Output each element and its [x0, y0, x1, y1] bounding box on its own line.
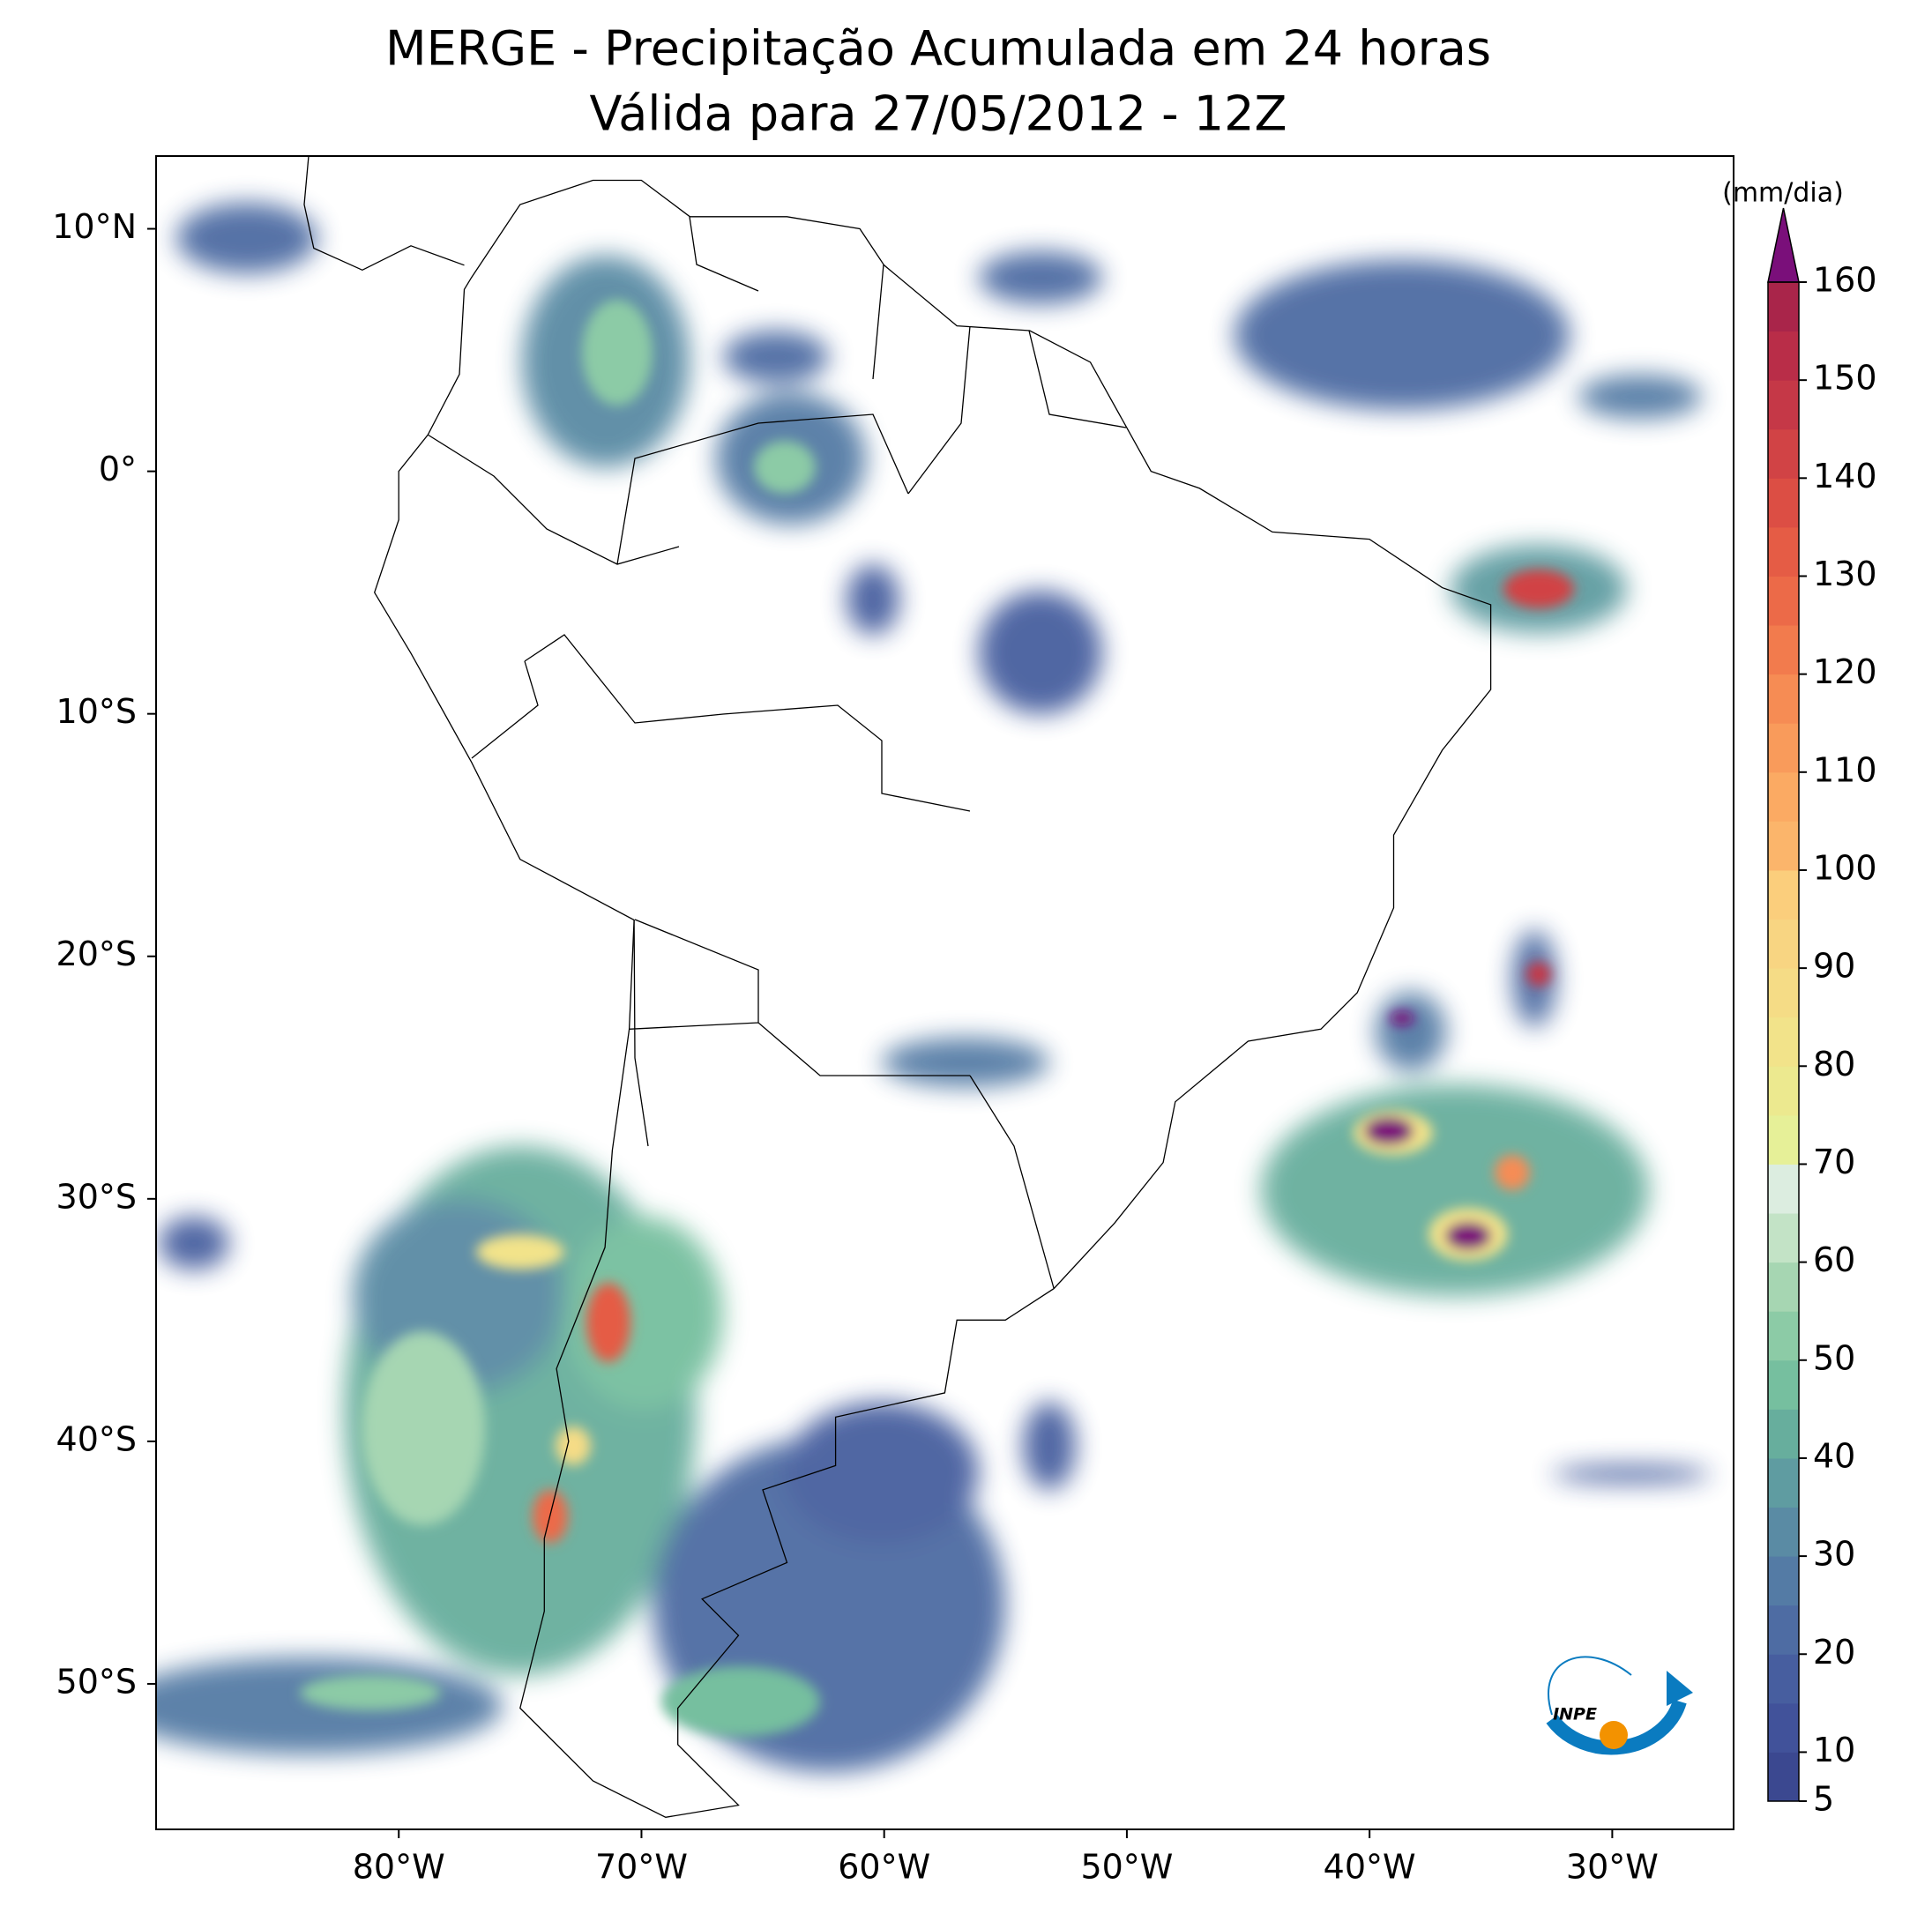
colorbar-tick-label: 150 — [1813, 359, 1877, 398]
colorbar-segment — [1768, 869, 1799, 920]
colorbar-tick-label: 100 — [1813, 848, 1877, 887]
colorbar-segment — [1768, 526, 1799, 577]
colorbar-segment — [1768, 919, 1799, 969]
continent-outline — [373, 179, 1492, 1818]
colorbar-segment — [1768, 1409, 1799, 1459]
y-tick-label: 10°S — [56, 692, 137, 731]
central-america — [303, 155, 465, 272]
logo-sun — [1600, 1721, 1628, 1749]
colorbar-segment — [1768, 723, 1799, 773]
colorbar-segment — [1768, 771, 1799, 822]
colorbar-segment — [1768, 625, 1799, 675]
map-subtitle: Válida para 27/05/2012 - 12Z — [590, 86, 1287, 142]
colorbar-segment — [1768, 428, 1799, 479]
colorbar-segment — [1768, 674, 1799, 724]
country-borders — [427, 216, 1127, 1289]
colorbar-segment — [1768, 1556, 1799, 1606]
inpe-logo: INPE — [1546, 1656, 1693, 1755]
colorbar-extend — [1767, 207, 1800, 283]
map-title: MERGE - Precipitação Acumulada em 24 hor… — [385, 21, 1491, 77]
colorbar-label: (mm/dia) — [1722, 178, 1844, 209]
colorbar-tick-label: 30 — [1813, 1535, 1855, 1574]
colorbar-segment — [1768, 1507, 1799, 1557]
colorbar-segment — [1768, 968, 1799, 1018]
colorbar-segment — [1768, 282, 1799, 332]
colorbar-segment — [1768, 1114, 1799, 1165]
y-tick-label: 20°S — [56, 935, 137, 973]
colorbar-tick-label: 130 — [1813, 555, 1877, 593]
x-tick-label: 70°W — [595, 1848, 688, 1887]
colorbar-segment — [1768, 1359, 1799, 1410]
y-tick-label: 30°S — [56, 1177, 137, 1216]
colorbar-segment — [1768, 1457, 1799, 1508]
colorbar-segment — [1768, 1654, 1799, 1704]
logo-arrowhead — [1667, 1671, 1693, 1706]
x-tick-label: 50°W — [1080, 1848, 1173, 1887]
colorbar-segment — [1768, 1164, 1799, 1214]
colorbar-segment — [1768, 1066, 1799, 1116]
colorbar-tick-label: 80 — [1813, 1045, 1855, 1084]
colorbar-tick-label: 20 — [1813, 1633, 1855, 1672]
colorbar-tick-label: 50 — [1813, 1338, 1855, 1377]
colorbar-tick-label: 120 — [1813, 652, 1877, 691]
coastlines — [303, 155, 1492, 1818]
colorbar-tick-label: 60 — [1813, 1240, 1855, 1279]
colorbar-segment — [1768, 478, 1799, 528]
y-tick-label: 10°N — [52, 207, 137, 246]
colorbar-segment — [1768, 1262, 1799, 1312]
plot-frame — [155, 155, 1734, 1830]
x-tick-label: 40°W — [1324, 1848, 1416, 1887]
logo-arrow — [1546, 1699, 1687, 1755]
colorbar-tick-label: 10 — [1813, 1731, 1855, 1769]
colorbar-tick-label: 110 — [1813, 750, 1877, 789]
x-tick-label: 30°W — [1566, 1848, 1659, 1887]
y-tick-label: 40°S — [56, 1419, 137, 1458]
colorbar-tick-label: 5 — [1813, 1780, 1834, 1819]
colorbar-tick-label: 160 — [1813, 261, 1877, 300]
x-tick-label: 60°W — [838, 1848, 930, 1887]
colorbar-tick-label: 140 — [1813, 457, 1877, 495]
y-tick-label: 0° — [99, 450, 137, 488]
colorbar-segment — [1768, 1311, 1799, 1361]
colorbar-segment — [1768, 331, 1799, 381]
colorbar-segment — [1768, 1752, 1799, 1802]
logo-text: INPE — [1553, 1705, 1597, 1724]
colorbar-tick-label: 90 — [1813, 947, 1855, 986]
colorbar-segment — [1768, 380, 1799, 430]
y-tick-label: 50°S — [56, 1662, 137, 1701]
colorbar-segment — [1768, 1017, 1799, 1067]
x-tick-label: 80°W — [353, 1848, 445, 1887]
colorbar-segment — [1768, 576, 1799, 626]
colorbar-tick-label: 40 — [1813, 1436, 1855, 1475]
colorbar-segment — [1768, 1702, 1799, 1753]
precipitation-field — [156, 203, 1711, 1772]
colorbar-tick-label: 70 — [1813, 1143, 1855, 1181]
colorbar-segment — [1768, 1213, 1799, 1263]
colorbar-segment — [1768, 821, 1799, 871]
logo-orbit — [1548, 1656, 1632, 1716]
colorbar-segment — [1768, 1605, 1799, 1655]
colorbar-frame — [1767, 281, 1800, 1802]
